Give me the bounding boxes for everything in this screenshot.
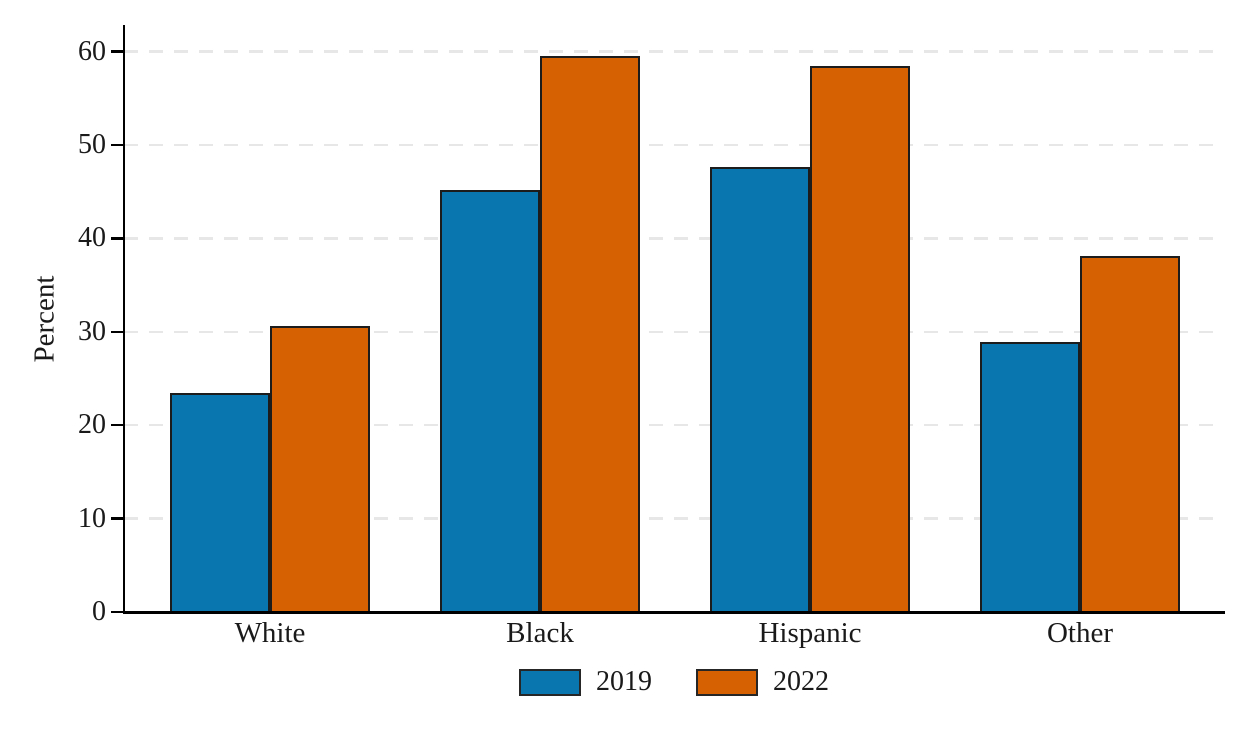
bar-hispanic-2019 [710, 167, 810, 613]
y-tick-40 [111, 237, 123, 240]
bar-black-2022 [540, 56, 640, 613]
y-tick-label-60: 60 [78, 35, 106, 67]
y-tick-50 [111, 143, 123, 147]
gridline-20 [124, 423, 1220, 427]
gridline-40 [124, 237, 1220, 240]
x-category-label-white: White [234, 617, 306, 649]
legend-item-2022: 2022 [696, 667, 829, 697]
gridline-50 [124, 143, 1220, 147]
bar-other-2019 [980, 342, 1080, 613]
gridline-10 [124, 517, 1220, 520]
y-tick-30 [111, 330, 123, 334]
bar-black-2019 [440, 189, 540, 613]
legend: 2019 2022 [124, 667, 1224, 697]
y-tick-60 [111, 50, 123, 53]
y-tick-label-30: 30 [78, 315, 106, 347]
y-tick-label-40: 40 [78, 222, 106, 254]
x-category-label-hispanic: Hispanic [758, 617, 862, 649]
legend-label-2019: 2019 [596, 666, 652, 697]
legend-item-2019: 2019 [519, 667, 652, 697]
y-tick-label-20: 20 [78, 409, 106, 441]
bar-white-2019 [170, 392, 270, 613]
bar-hispanic-2022 [810, 65, 910, 613]
legend-swatch-2022 [696, 668, 758, 696]
y-tick-label-50: 50 [78, 129, 106, 160]
bar-white-2022 [270, 326, 370, 613]
bar-other-2022 [1080, 256, 1180, 613]
legend-label-2022: 2022 [773, 666, 829, 697]
y-tick-label-0: 0 [92, 596, 106, 627]
y-tick-0 [111, 610, 123, 614]
x-category-label-other: Other [1046, 617, 1114, 649]
gridline-30 [124, 330, 1220, 334]
y-axis-line [122, 25, 125, 614]
x-category-label-black: Black [506, 617, 574, 649]
y-tick-10 [111, 517, 123, 520]
gridline-60 [124, 50, 1220, 53]
y-tick-label-10: 10 [78, 502, 106, 534]
y-tick-20 [111, 423, 123, 427]
x-axis-line [122, 611, 1225, 614]
legend-swatch-2019 [519, 668, 581, 696]
